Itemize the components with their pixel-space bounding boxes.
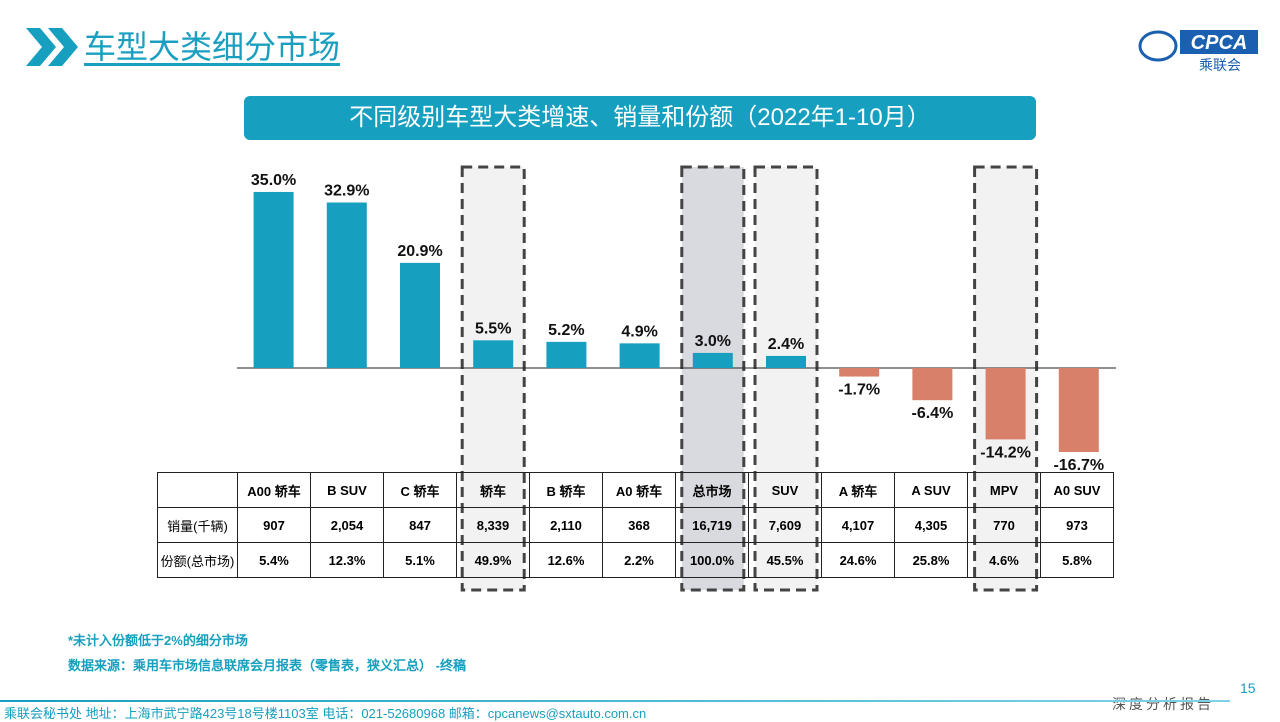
bar: [912, 368, 953, 401]
table-header-row: A00 轿车 B SUV C 轿车 轿车 B 轿车 A0 轿车 总市场 SUV A 轿车 A SU…: [157, 472, 1114, 508]
bar: [766, 355, 806, 368]
table-cell: 12.6%: [529, 542, 603, 578]
footer-divider: [0, 700, 1230, 702]
table-row: 份额(总市场) 5.4% 12.3% 5.1% 49.9% 12.6% 2.2% 100.0%…: [157, 542, 1114, 578]
table-cell: 2,110: [529, 507, 603, 543]
data-label: 2.4%: [768, 336, 804, 353]
table-cell: 25.8%: [894, 542, 968, 578]
bar: [692, 352, 733, 368]
table-cell: 100.0%: [675, 542, 749, 578]
data-table: A00 轿车 B SUV C 轿车 轿车 B 轿车 A0 轿车 总市场 SUV A 轿车 A SU…: [157, 472, 1114, 578]
chevron-icon: [26, 28, 78, 66]
data-label: -6.4%: [912, 405, 954, 422]
table-corner: [157, 472, 238, 508]
data-label: -16.7%: [1053, 457, 1104, 474]
report-tag: 深度分析报告: [1112, 697, 1214, 713]
data-label: 32.9%: [324, 183, 369, 200]
bar: [1058, 368, 1099, 453]
table-cell: 770: [967, 507, 1041, 543]
table-cell: 2,054: [310, 507, 384, 543]
table-cell: 16,719: [675, 507, 749, 543]
cpca-logo: CPCA 乘联会: [1138, 30, 1258, 74]
table-cell: 907: [237, 507, 311, 543]
data-label: 3.0%: [695, 333, 731, 350]
column-header: 轿车: [456, 472, 530, 508]
table-cell: 8,339: [456, 507, 530, 543]
page-title: 车型大类细分市场: [84, 29, 341, 65]
column-header: SUV: [748, 472, 822, 508]
data-label: 35.0%: [251, 172, 296, 189]
footnote: *未计入份额低于2%的细分市场: [68, 633, 248, 648]
bar: [546, 341, 587, 368]
column-header: 总市场: [675, 472, 749, 508]
table-row: 销量(千辆) 907 2,054 847 8,339 2,110 368 16,719 7,60…: [157, 507, 1114, 543]
table-cell: 4,305: [894, 507, 968, 543]
data-label: 5.2%: [548, 322, 584, 339]
table-cell: 24.6%: [821, 542, 895, 578]
table-cell: 4.6%: [967, 542, 1041, 578]
svg-text:乘联会: 乘联会: [1199, 58, 1241, 74]
page-number: 15: [1240, 680, 1256, 696]
data-label: 20.9%: [397, 243, 442, 260]
column-header: A0 SUV: [1040, 472, 1114, 508]
table-cell: 49.9%: [456, 542, 530, 578]
bar: [473, 340, 514, 368]
table-cell: 12.3%: [310, 542, 384, 578]
table-cell: 45.5%: [748, 542, 822, 578]
column-header: B SUV: [310, 472, 384, 508]
bar: [839, 368, 880, 377]
data-label: 4.9%: [621, 323, 657, 340]
column-header: B 轿车: [529, 472, 603, 508]
data-label: 5.5%: [475, 320, 511, 337]
column-header: A 轿车: [821, 472, 895, 508]
row-label: 份额(总市场): [157, 542, 238, 578]
table-cell: 973: [1040, 507, 1114, 543]
bar: [619, 343, 660, 368]
column-header: A00 轿车: [237, 472, 311, 508]
column-header: MPV: [967, 472, 1041, 508]
bar: [326, 202, 367, 368]
table-cell: 2.2%: [602, 542, 676, 578]
table-cell: 5.1%: [383, 542, 457, 578]
data-source: 数据来源：乘用车市场信息联席会月报表（零售表，狭义汇总） -终稿: [68, 658, 466, 673]
svg-text:CPCA: CPCA: [1191, 32, 1248, 54]
bar: [400, 262, 440, 368]
table-cell: 368: [602, 507, 676, 543]
table-cell: 4,107: [821, 507, 895, 543]
table-cell: 5.8%: [1040, 542, 1114, 578]
column-header: A0 轿车: [602, 472, 676, 508]
data-label: -14.2%: [980, 444, 1031, 461]
footer-text: 乘联会秘书处 地址：上海市武宁路423号18号楼1103室 电话：021-526…: [4, 706, 647, 721]
table-cell: 5.4%: [237, 542, 311, 578]
data-label: -1.7%: [838, 382, 880, 399]
table-cell: 847: [383, 507, 457, 543]
chart-title: 不同级别车型大类增速、销量和份额（2022年1-10月）: [244, 96, 1036, 140]
column-header: A SUV: [894, 472, 968, 508]
bar: [253, 191, 294, 368]
row-label: 销量(千辆): [157, 507, 238, 543]
column-header: C 轿车: [383, 472, 457, 508]
bar: [985, 368, 1026, 440]
table-cell: 7,609: [748, 507, 822, 543]
